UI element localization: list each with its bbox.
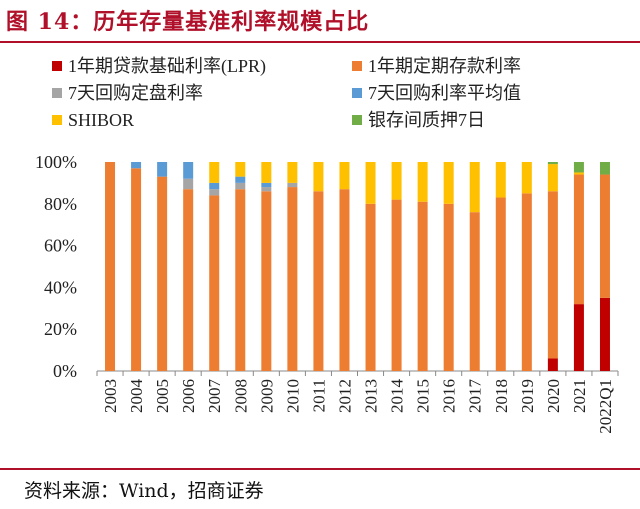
bar-segment bbox=[261, 187, 272, 192]
legend-label-1: 1年期定期存款利率 bbox=[368, 56, 521, 76]
legend-label-3: 7天回购利率平均值 bbox=[368, 83, 521, 103]
bar-segment bbox=[339, 162, 350, 190]
x-tick-label: 2016 bbox=[440, 379, 459, 413]
bar-segment bbox=[209, 189, 220, 196]
source-note: 资料来源：Wind，招商证券 bbox=[24, 480, 264, 502]
bar-segment bbox=[573, 174, 584, 305]
bar-segment bbox=[365, 203, 376, 371]
bar-segment bbox=[235, 182, 246, 190]
legend-swatch-1 bbox=[352, 61, 362, 71]
x-tick-label: 2008 bbox=[231, 379, 250, 413]
x-tick-label: 2021 bbox=[570, 379, 589, 413]
legend-swatch-5 bbox=[352, 115, 362, 125]
y-tick-label: 40% bbox=[44, 277, 77, 297]
x-tick-label: 2017 bbox=[466, 378, 485, 413]
legend-swatch-2 bbox=[52, 88, 62, 98]
bar-segment bbox=[131, 162, 142, 169]
legend-label-4: SHIBOR bbox=[68, 110, 134, 130]
bar-segment bbox=[443, 162, 454, 204]
bar-segment bbox=[235, 176, 246, 183]
x-tick-label: 2005 bbox=[153, 379, 172, 413]
bar-segment bbox=[469, 212, 480, 371]
bar-segment bbox=[261, 191, 272, 371]
x-tick-label: 2015 bbox=[414, 379, 433, 413]
x-tick-label: 2003 bbox=[101, 379, 120, 413]
bar-segment bbox=[547, 191, 558, 359]
bar-segment bbox=[235, 189, 246, 371]
legend-label-5: 银存间质押7日 bbox=[368, 110, 485, 130]
source-divider bbox=[0, 468, 640, 470]
x-tick-label: 2010 bbox=[283, 379, 302, 413]
bar-segment bbox=[157, 176, 168, 371]
x-tick-label: 2009 bbox=[257, 379, 276, 413]
y-tick-label: 80% bbox=[44, 194, 77, 214]
bar-segment bbox=[599, 297, 610, 371]
legend-swatch-3 bbox=[352, 88, 362, 98]
bar-segment bbox=[209, 162, 220, 183]
bar-segment bbox=[209, 182, 220, 190]
x-tick-label: 2007 bbox=[205, 379, 224, 414]
bar-segment bbox=[443, 203, 454, 371]
bar-segment bbox=[599, 162, 610, 175]
bar-segment bbox=[547, 162, 558, 165]
bar-segment bbox=[261, 182, 272, 188]
bar-segment bbox=[261, 162, 272, 183]
bar-segment bbox=[313, 191, 324, 371]
y-tick-label: 60% bbox=[44, 236, 77, 256]
legend-label-0: 1年期贷款基础利率(LPR) bbox=[68, 56, 266, 77]
legend-swatch-0 bbox=[52, 61, 62, 71]
bar-segment bbox=[547, 164, 558, 192]
bar-segment bbox=[495, 162, 506, 198]
bar-segment bbox=[131, 168, 142, 371]
bar-segment bbox=[417, 201, 428, 371]
x-tick-label: 2014 bbox=[388, 379, 407, 414]
bar-segment bbox=[469, 162, 480, 213]
bar-segment bbox=[391, 162, 402, 200]
bar-segment bbox=[339, 189, 350, 371]
bar-segment bbox=[183, 189, 194, 371]
bar-segment bbox=[573, 162, 584, 173]
bar-segment bbox=[521, 162, 532, 194]
x-tick-label: 2011 bbox=[309, 379, 328, 412]
y-tick-label: 0% bbox=[53, 361, 77, 381]
bar-segment bbox=[573, 172, 584, 175]
x-tick-label: 2012 bbox=[335, 379, 354, 413]
bar-segment bbox=[391, 199, 402, 371]
bar-segment bbox=[235, 162, 246, 177]
bar-segment bbox=[313, 162, 324, 192]
x-tick-label: 2018 bbox=[492, 379, 511, 413]
figure-title: 图 14：历年存量基准利率规模占比 bbox=[6, 9, 370, 35]
stacked-bar-chart: 1年期贷款基础利率(LPR) 1年期定期存款利率 7天回购定盘利率 7天回购利率平均值… bbox=[35, 56, 619, 434]
x-tick-label: 2013 bbox=[362, 379, 381, 413]
bar-segment bbox=[521, 193, 532, 371]
bar-segment bbox=[547, 358, 558, 371]
y-tick-label: 100% bbox=[35, 152, 77, 172]
bar-segment bbox=[183, 162, 194, 179]
x-tick-label: 2020 bbox=[544, 379, 563, 413]
bar-segment bbox=[365, 162, 376, 204]
bar-segment bbox=[287, 162, 298, 183]
x-tick-label: 2019 bbox=[518, 379, 537, 413]
bar-segment bbox=[157, 162, 168, 177]
bar-segment bbox=[573, 304, 584, 371]
legend-swatch-4 bbox=[52, 115, 62, 125]
legend-label-2: 7天回购定盘利率 bbox=[68, 83, 203, 103]
bar-segment bbox=[599, 174, 610, 298]
title-divider bbox=[0, 41, 640, 43]
bar-segment bbox=[183, 178, 194, 190]
bar-segment bbox=[209, 195, 220, 371]
y-tick-label: 20% bbox=[44, 319, 77, 339]
x-tick-label: 2004 bbox=[127, 379, 146, 414]
bar-segment bbox=[287, 187, 298, 371]
bar-segment bbox=[417, 162, 428, 202]
bar-segment bbox=[105, 162, 116, 371]
x-tick-label: 2006 bbox=[179, 379, 198, 413]
bar-segment bbox=[287, 182, 298, 188]
x-tick-label: 2022Q1 bbox=[596, 379, 615, 434]
bar-segment bbox=[495, 197, 506, 371]
